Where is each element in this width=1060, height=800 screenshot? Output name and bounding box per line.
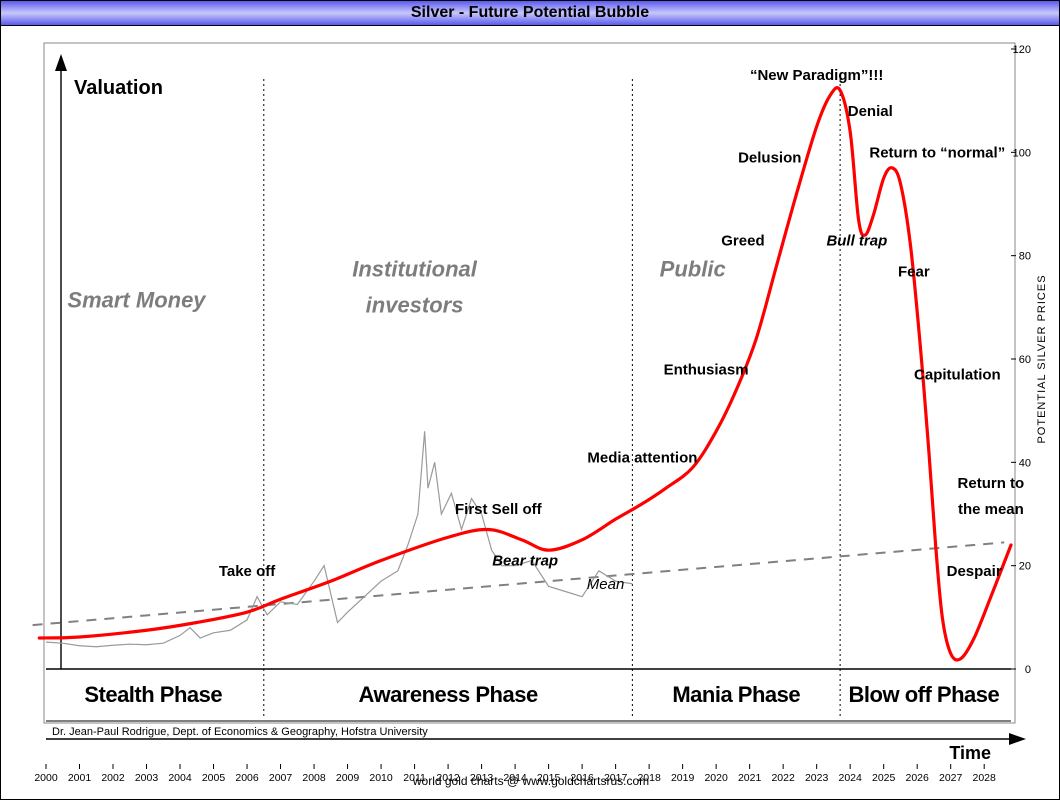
svg-text:Time: Time <box>949 743 991 763</box>
svg-text:Dr. Jean-Paul Rodrigue, Dept.: Dr. Jean-Paul Rodrigue, Dept. of Economi… <box>52 726 428 738</box>
svg-text:120: 120 <box>1013 44 1031 56</box>
svg-text:Valuation: Valuation <box>74 77 163 99</box>
svg-text:2001: 2001 <box>68 772 92 784</box>
svg-text:Take off: Take off <box>219 563 276 580</box>
svg-text:2023: 2023 <box>805 772 829 784</box>
svg-text:2000: 2000 <box>34 772 58 784</box>
svg-text:2025: 2025 <box>872 772 896 784</box>
svg-text:world gold charts @ www.goldch: world gold charts @ www.goldchartsrus.co… <box>412 774 649 788</box>
svg-text:Despair: Despair <box>947 563 1002 580</box>
svg-text:investors: investors <box>366 293 464 318</box>
svg-text:2024: 2024 <box>838 772 862 784</box>
svg-text:Stealth Phase: Stealth Phase <box>84 682 222 707</box>
svg-text:First Sell off: First Sell off <box>455 501 543 518</box>
svg-text:2022: 2022 <box>771 772 795 784</box>
svg-text:Fear: Fear <box>898 263 930 280</box>
plot-area: Valuation Time 0 20 40 60 80 100 120 POTENTIAL SI… <box>11 29 1049 789</box>
svg-text:Greed: Greed <box>721 232 764 249</box>
svg-text:2003: 2003 <box>135 772 159 784</box>
svg-text:Blow off Phase: Blow off Phase <box>849 682 1000 707</box>
svg-text:Delusion: Delusion <box>738 150 801 167</box>
svg-text:Media attention: Media attention <box>587 449 697 466</box>
svg-text:Smart Money: Smart Money <box>67 287 207 312</box>
svg-text:60: 60 <box>1019 354 1031 366</box>
svg-text:Return to “normal”: Return to “normal” <box>869 145 1005 162</box>
svg-text:2028: 2028 <box>973 772 997 784</box>
svg-text:20: 20 <box>1019 561 1031 573</box>
svg-text:2020: 2020 <box>704 772 728 784</box>
svg-text:2019: 2019 <box>671 772 695 784</box>
svg-text:100: 100 <box>1013 147 1031 159</box>
svg-text:2026: 2026 <box>906 772 930 784</box>
svg-text:2009: 2009 <box>336 772 360 784</box>
svg-text:2010: 2010 <box>369 772 393 784</box>
svg-text:Enthusiasm: Enthusiasm <box>664 362 749 379</box>
svg-text:Public: Public <box>660 256 726 281</box>
svg-text:40: 40 <box>1019 457 1031 469</box>
svg-text:2006: 2006 <box>235 772 259 784</box>
svg-text:2027: 2027 <box>939 772 963 784</box>
svg-text:Awareness Phase: Awareness Phase <box>358 682 537 707</box>
svg-text:2004: 2004 <box>168 772 192 784</box>
svg-text:Return to: Return to <box>958 475 1025 492</box>
svg-text:2008: 2008 <box>302 772 326 784</box>
bubble-chart-svg: Valuation Time 0 20 40 60 80 100 120 POTENTIAL SI… <box>11 29 1051 789</box>
svg-text:2007: 2007 <box>269 772 293 784</box>
svg-text:Bull trap: Bull trap <box>826 232 887 249</box>
svg-text:2021: 2021 <box>738 772 762 784</box>
svg-text:POTENTIAL SILVER PRICES: POTENTIAL SILVER PRICES <box>1036 274 1048 443</box>
svg-text:0: 0 <box>1025 664 1031 676</box>
svg-text:2005: 2005 <box>202 772 226 784</box>
svg-text:“New Paradigm”!!!: “New Paradigm”!!! <box>750 67 883 84</box>
svg-text:2002: 2002 <box>101 772 125 784</box>
svg-text:Denial: Denial <box>848 103 893 120</box>
svg-text:Bear trap: Bear trap <box>492 553 558 570</box>
svg-text:Institutional: Institutional <box>352 256 478 281</box>
chart-title: Silver - Future Potential Bubble <box>1 1 1059 26</box>
svg-text:Capitulation: Capitulation <box>914 367 1001 384</box>
svg-text:Mean: Mean <box>587 576 625 593</box>
svg-text:80: 80 <box>1019 251 1031 263</box>
chart-frame: Silver - Future Potential Bubble Valuati… <box>0 0 1060 800</box>
svg-text:the mean: the mean <box>958 501 1024 518</box>
svg-text:Mania Phase: Mania Phase <box>672 682 800 707</box>
